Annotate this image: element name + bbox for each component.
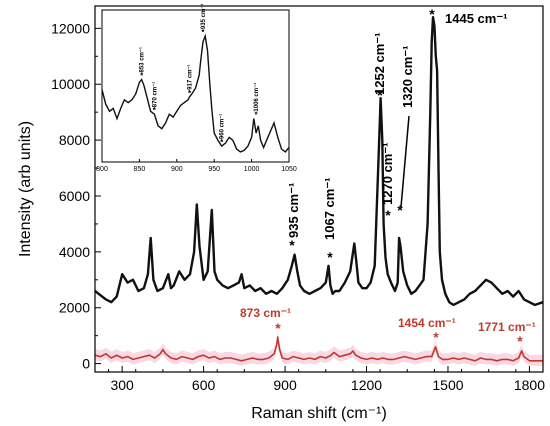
peak-label-873: 873 cm⁻¹ [240,306,291,320]
inset-peak-label: 1006 cm⁻¹ [253,83,260,112]
inset-x-tick-label: 1000 [244,166,260,173]
inset-x-tick-label: 1050 [281,166,297,173]
x-tick-label: 300 [110,377,134,393]
peak-marker: * [289,237,295,253]
peak-label-1320: 1320 cm⁻¹ [400,45,415,108]
peak-marker: * [327,249,333,265]
y-axis-title: Intensity (arb units) [17,121,34,257]
inset-peak-label: 853 cm⁻¹ [139,47,146,73]
inset-peak-marker: * [140,71,144,80]
y-tick-label: 8000 [59,132,90,148]
peak-label-1067: 1067 cm⁻¹ [322,177,337,240]
inset-peak-marker: * [220,138,224,147]
peak-label-1445: 1445 cm⁻¹ [445,11,508,26]
peak-label-1454: 1454 cm⁻¹ [398,316,456,330]
peak-marker: * [517,333,523,349]
peak-label-1252: 1252 cm⁻¹ [372,32,387,95]
inset-peak-label: 960 cm⁻¹ [219,114,226,140]
inset-x-tick-label: 900 [171,166,183,173]
red-series-line [94,336,543,362]
y-tick-label: 12000 [51,20,90,36]
y-tick-label: 6000 [59,188,90,204]
inset-peak-label: 870 cm⁻¹ [151,82,158,108]
y-tick-label: 4000 [59,244,90,260]
inset-x-tick-label: 800 [96,166,108,173]
peak-marker: * [433,329,439,345]
inset-peak-marker: * [201,28,205,37]
inset-x-tick-label: 850 [134,166,146,173]
peak-label-1771: 1771 cm⁻¹ [478,320,536,334]
x-tick-label: 900 [273,377,297,393]
y-tick-label: 10000 [51,76,90,92]
inset-peak-marker: * [255,111,259,120]
inset-peak-marker: * [153,106,157,115]
y-tick-label: 0 [82,356,90,372]
peak-label-935: 935 cm⁻¹ [286,183,301,238]
inset-x-tick-label: 950 [208,166,220,173]
inset-peak-marker: * [188,89,192,98]
x-tick-label: 1200 [351,377,382,393]
inset-peak-label: 935 cm⁻¹ [200,4,207,30]
y-tick-label: 2000 [59,300,90,316]
peak-marker: * [397,202,403,218]
inset-series-line [101,33,290,153]
peak-marker: * [275,320,281,336]
plot-frame [94,5,544,373]
black-series-line [94,16,544,307]
peak-marker: * [377,87,383,103]
leader-line-1320 [400,115,410,208]
peak-label-1270: 1270 cm⁻¹ [380,142,395,205]
inset-peak-label: 917 cm⁻¹ [187,64,194,90]
x-tick-label: 1500 [432,377,463,393]
x-tick-label: 1800 [514,377,545,393]
x-axis-title: Raman shift (cm⁻¹) [251,405,387,422]
x-tick-label: 600 [192,377,216,393]
peak-marker: * [429,6,435,22]
peak-marker: * [385,207,391,223]
